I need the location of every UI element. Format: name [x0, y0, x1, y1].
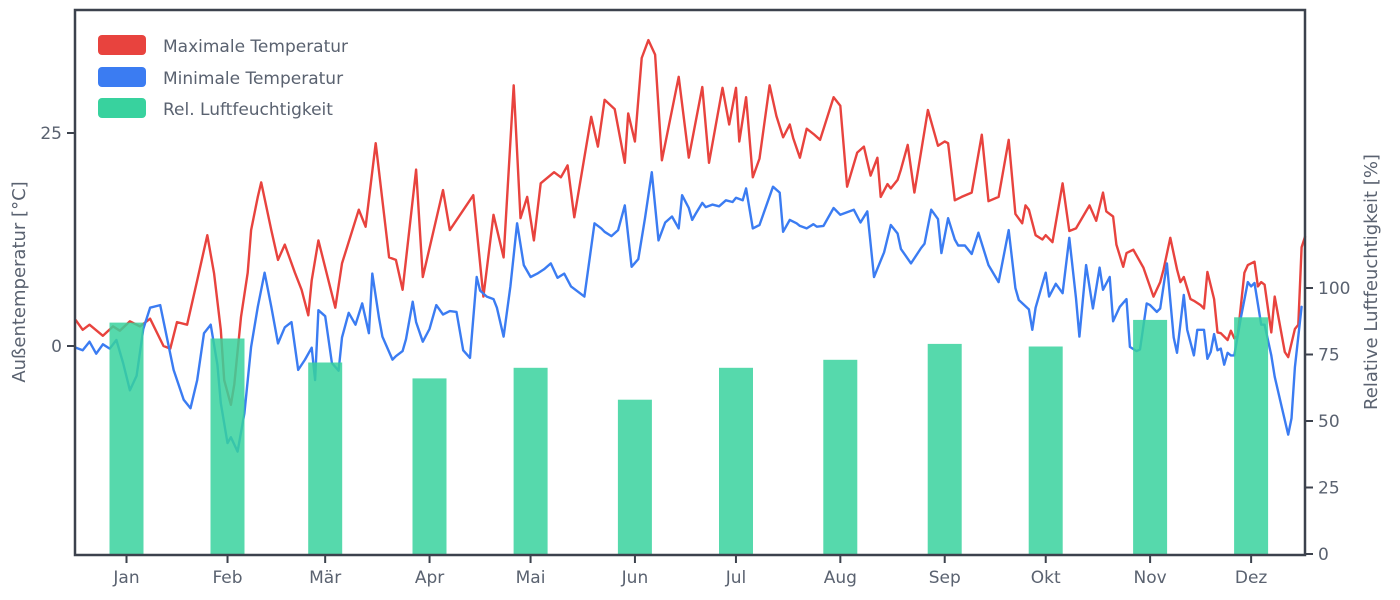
x-tick-label: Nov: [1134, 568, 1167, 588]
humidity-bar-Mai: [513, 367, 548, 554]
right-y-tick-label: 75: [1318, 346, 1340, 366]
x-tick-label: Aug: [824, 568, 857, 588]
humidity-bar-Dez: [1234, 317, 1269, 554]
legend-swatch-tmin: [98, 67, 146, 87]
x-tick-label: Apr: [415, 568, 444, 588]
right-axis-title: Relative Luftfeuchtigkeit [%]: [1361, 154, 1382, 410]
x-tick-label: Feb: [212, 568, 242, 588]
legend-label-humidity: Rel. Luftfeuchtigkeit: [163, 100, 333, 120]
humidity-bar-Aug: [823, 359, 858, 554]
tmax-line: [74, 38, 1307, 406]
x-tick-label: Jul: [725, 568, 747, 588]
legend-swatch-humidity: [98, 98, 146, 118]
humidity-bar-Mär: [308, 362, 343, 554]
x-tick-label: Jun: [621, 568, 649, 588]
x-tick-label: Mai: [516, 568, 546, 588]
humidity-bar-Jun: [617, 399, 652, 554]
temperature-lines: [74, 38, 1307, 453]
x-tick-label: Dez: [1235, 568, 1268, 588]
legend-item-humidity: Rel. Luftfeuchtigkeit: [98, 98, 333, 120]
humidity-bar-Jul: [719, 367, 753, 554]
humidity-bar-Feb: [210, 338, 245, 554]
legend-label-tmin: Minimale Temperatur: [163, 69, 343, 89]
legend-item-tmax: Maximale Temperatur: [98, 35, 348, 57]
left-y-tick-label: 0: [51, 337, 62, 357]
legend-item-tmin: Minimale Temperatur: [98, 67, 343, 89]
humidity-bar-Sep: [927, 343, 962, 554]
x-tick-label: Sep: [929, 568, 961, 588]
right-y-tick-label: 0: [1318, 545, 1329, 565]
legend-label-tmax: Maximale Temperatur: [163, 37, 348, 57]
x-tick-label: Okt: [1031, 568, 1061, 588]
humidity-bar-Jan: [109, 322, 144, 554]
humidity-bar-Okt: [1028, 346, 1063, 554]
x-tick-label: Jan: [112, 568, 139, 588]
legend: Maximale Temperatur Minimale Temperatur …: [98, 35, 348, 120]
plot-frame: [73, 8, 1307, 557]
humidity-bar-Apr: [412, 378, 447, 554]
humidity-bar-Nov: [1133, 319, 1168, 554]
legend-swatch-tmax: [98, 35, 146, 55]
x-tick-label: Mär: [309, 568, 341, 588]
tmin-line: [74, 170, 1303, 453]
left-y-tick-label: 25: [40, 124, 62, 144]
right-y-tick-label: 25: [1318, 479, 1340, 499]
left-axis-title: Außentemperatur [°C]: [9, 181, 30, 382]
humidity-bars: [109, 317, 1269, 554]
right-y-tick-label: 100: [1318, 279, 1350, 299]
right-y-tick-label: 50: [1318, 412, 1340, 432]
axes-ticks: Jan Feb Mär Apr Mai Jun Jul Aug Sep Okt Nov Dez 0 25 0…: [40, 124, 1350, 588]
